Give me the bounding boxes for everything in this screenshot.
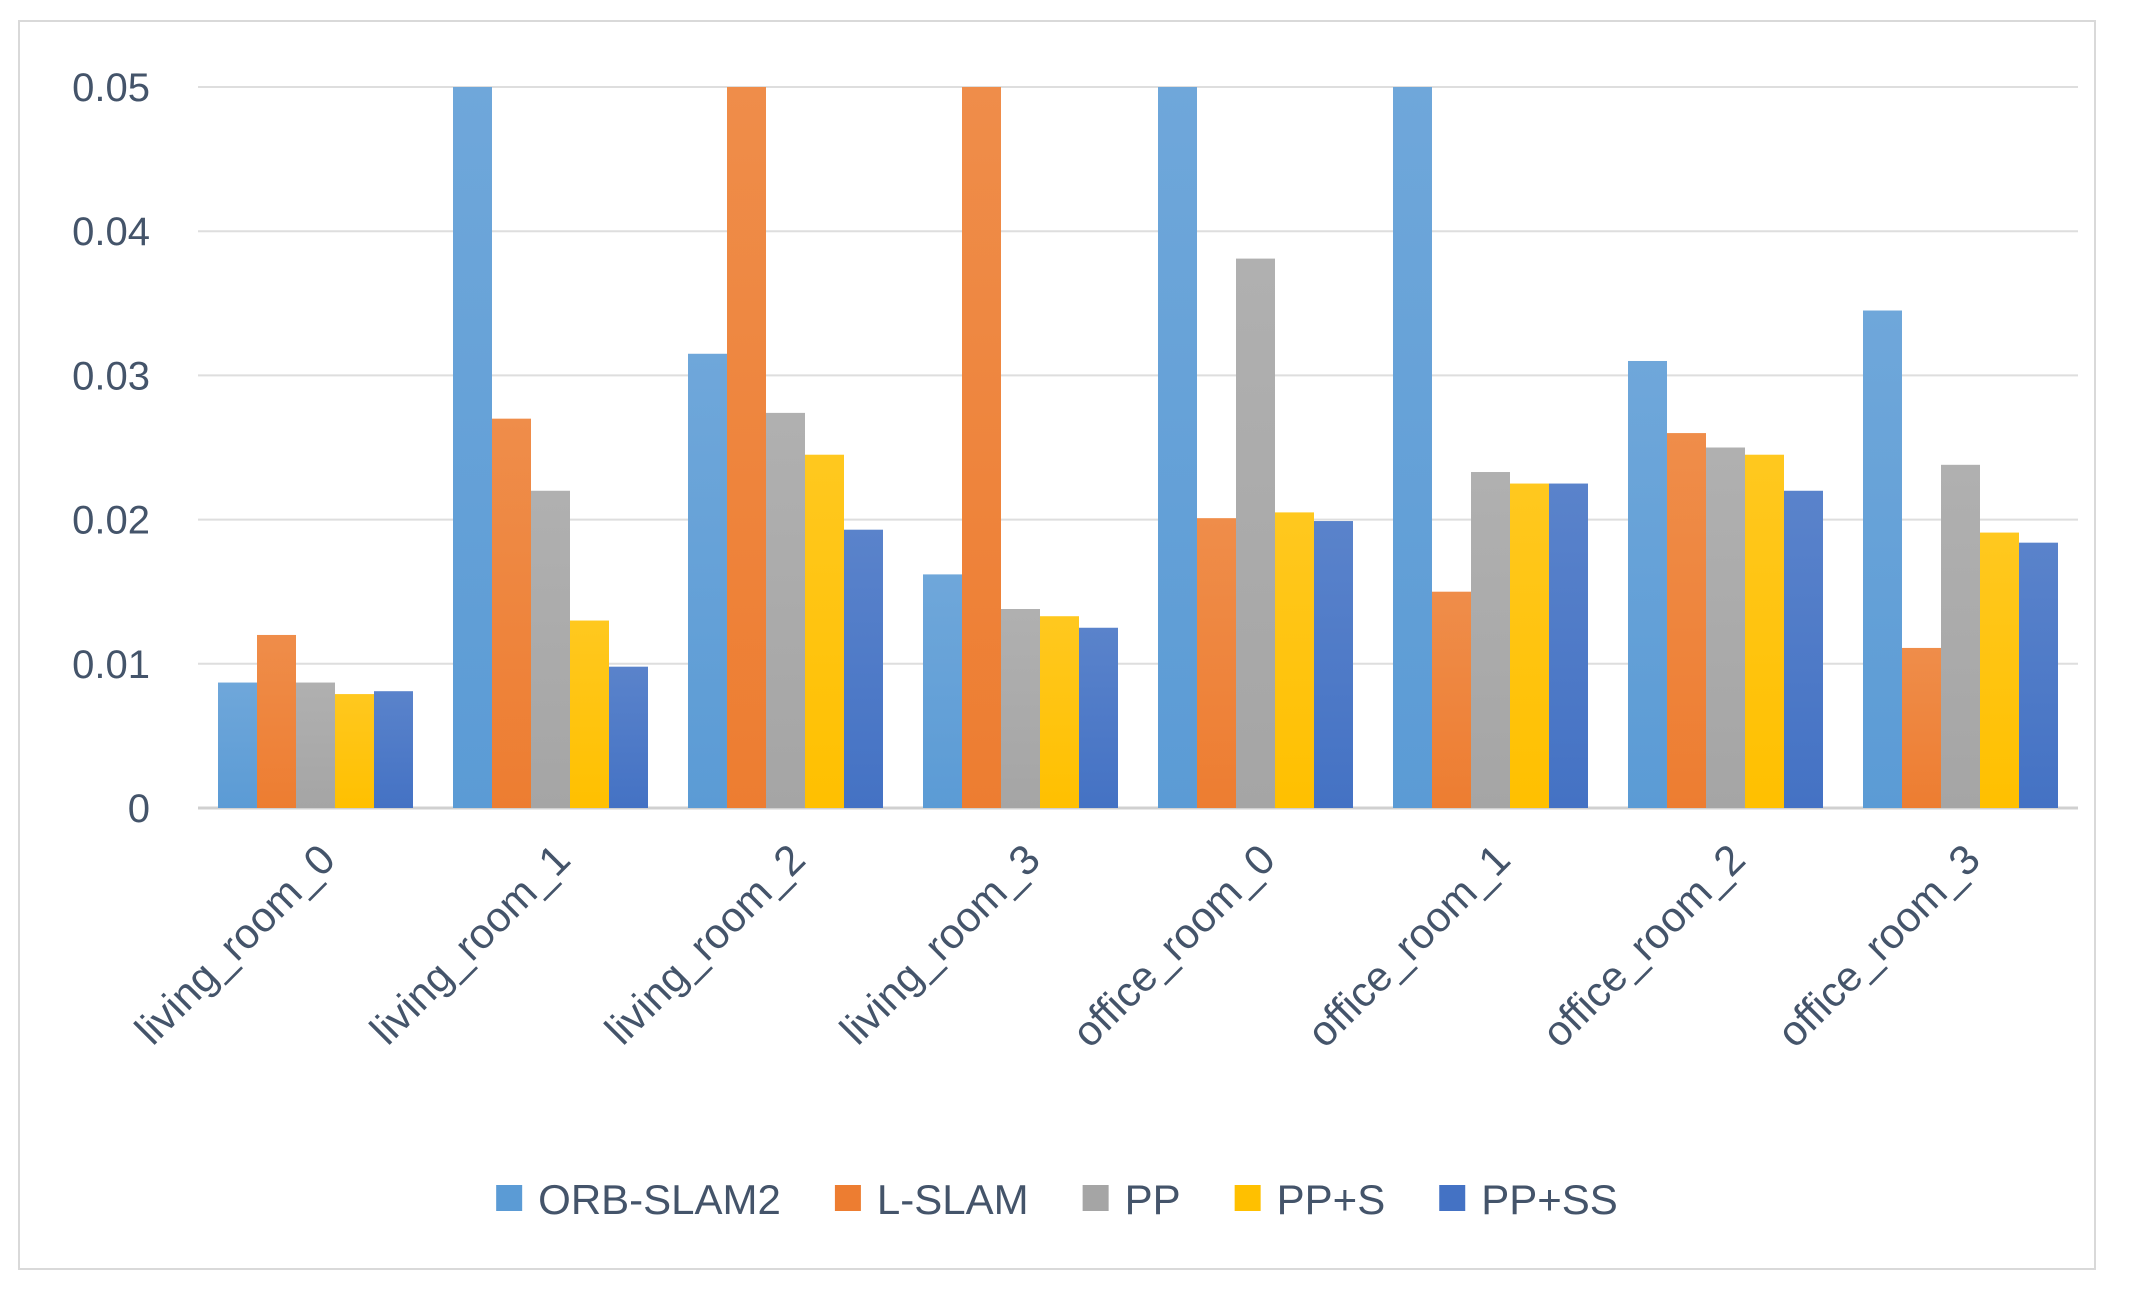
legend-label-pp-s: PP+S <box>1277 1176 1386 1223</box>
bar-pp-ss-office-room-1 <box>1549 483 1588 808</box>
bar-orb-slam2-office-room-2 <box>1628 360 1667 808</box>
bar-pp-s-office-room-0 <box>1275 512 1314 808</box>
bar-l-slam-office-room-2 <box>1667 433 1706 808</box>
legend-label-pp-ss: PP+SS <box>1481 1176 1618 1223</box>
bar-pp-ss-office-room-3 <box>2019 542 2058 808</box>
bar-pp-ss-living-room-3 <box>1079 627 1118 808</box>
x-tick-label: living_room_3 <box>831 835 1049 1053</box>
bar-orb-slam2-living-room-0 <box>218 682 257 808</box>
bar-chart: 00.010.020.030.040.05 living_room_0 livin… <box>72 66 2078 1223</box>
bar-orb-slam2-living-room-1 <box>453 87 492 808</box>
bar-pp-living-room-3 <box>1001 609 1040 808</box>
bar-pp-s-office-room-3 <box>1980 532 2019 808</box>
legend-label-l-slam: L-SLAM <box>877 1176 1029 1223</box>
bar-orb-slam2-office-room-1 <box>1393 87 1432 808</box>
x-tick-label: living_room_1 <box>361 835 579 1053</box>
legend-swatch-pp-ss <box>1439 1185 1466 1211</box>
x-tick-label: living_room_0 <box>126 835 344 1053</box>
bar-l-slam-office-room-1 <box>1432 591 1471 808</box>
bar-l-slam-office-room-3 <box>1902 647 1941 808</box>
bar-pp-office-room-0 <box>1236 258 1275 808</box>
bar-pp-s-living-room-2 <box>805 454 844 808</box>
legend-label-orb-slam2: ORB-SLAM2 <box>538 1176 781 1223</box>
y-tick-label: 0.03 <box>72 354 150 398</box>
bar-l-slam-office-room-0 <box>1197 518 1236 808</box>
bar-l-slam-living-room-0 <box>257 634 296 808</box>
bar-orb-slam2-office-room-0 <box>1158 87 1197 808</box>
bar-pp-s-living-room-1 <box>570 620 609 808</box>
bar-pp-ss-office-room-2 <box>1784 490 1823 808</box>
x-tick-label: office_room_1 <box>1298 835 1519 1056</box>
legend-swatch-l-slam <box>834 1185 861 1211</box>
bar-orb-slam2-living-room-3 <box>923 574 962 808</box>
legend-label-pp: PP <box>1125 1176 1181 1223</box>
bar-pp-office-room-3 <box>1941 464 1980 808</box>
y-tick-label: 0.05 <box>72 66 150 110</box>
y-tick-label: 0 <box>128 787 150 831</box>
x-axis-tick-labels: living_room_0 living_room_1 living_room_2 l… <box>126 835 1989 1056</box>
y-tick-label: 0.01 <box>72 643 150 687</box>
bar-l-slam-living-room-2 <box>727 87 766 808</box>
y-axis-tick-labels: 0 0.01 0.02 0.03 0.04 0.05 <box>72 66 150 831</box>
bar-orb-slam2-office-room-3 <box>1863 310 1902 808</box>
x-tick-label: office_room_0 <box>1063 835 1284 1056</box>
x-tick-label: living_room_2 <box>596 835 814 1053</box>
legend-swatch-pp <box>1082 1185 1109 1211</box>
bar-pp-s-office-room-1 <box>1510 483 1549 808</box>
bar-l-slam-living-room-3 <box>962 87 1001 808</box>
bar-pp-s-living-room-0 <box>335 694 374 808</box>
bar-orb-slam2-living-room-2 <box>688 353 727 808</box>
bar-pp-office-room-2 <box>1706 447 1745 808</box>
bar-l-slam-living-room-1 <box>492 418 531 808</box>
bar-pp-office-room-1 <box>1471 472 1510 808</box>
x-tick-label: office_room_3 <box>1768 835 1989 1056</box>
bar-pp-ss-living-room-0 <box>374 691 413 808</box>
legend: ORB-SLAM2 L-SLAM PP PP+S PP+SS <box>496 1176 1618 1223</box>
bar-pp-ss-living-room-1 <box>609 666 648 808</box>
bar-pp-ss-office-room-0 <box>1314 521 1353 808</box>
chart-frame: 0 0.01 0.02 0.03 0.04 0.05 living_room_0 livin… <box>18 20 2096 1270</box>
bar-pp-living-room-2 <box>766 412 805 808</box>
legend-swatch-pp-s <box>1234 1185 1261 1211</box>
bar-pp-ss-living-room-2 <box>844 529 883 808</box>
bar-pp-s-living-room-3 <box>1040 616 1079 808</box>
bar-pp-living-room-1 <box>531 490 570 808</box>
bar-pp-s-office-room-2 <box>1745 454 1784 808</box>
y-tick-label: 0.02 <box>72 499 150 543</box>
y-tick-label: 0.04 <box>72 210 150 254</box>
legend-swatch-orb-slam2 <box>496 1185 523 1211</box>
bars <box>218 87 2058 808</box>
x-tick-label: office_room_2 <box>1533 835 1754 1056</box>
bar-pp-living-room-0 <box>296 682 335 808</box>
